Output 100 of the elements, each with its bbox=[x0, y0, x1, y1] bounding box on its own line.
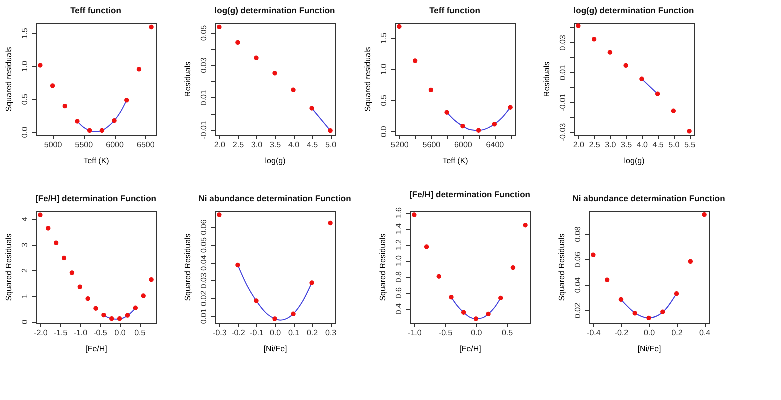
chart-title: Teff function bbox=[70, 6, 122, 16]
y-tick-label: 0.6 bbox=[394, 286, 404, 299]
y-tick-label: 1.5 bbox=[20, 28, 30, 40]
x-tick-label: 4.5 bbox=[306, 140, 319, 150]
x-tick-label: 0.4 bbox=[699, 328, 712, 338]
point bbox=[412, 58, 418, 64]
x-tick-label: 5600 bbox=[422, 140, 442, 150]
y-axis-title: Squared Residuals bbox=[558, 234, 566, 302]
x-tick-label: 6000 bbox=[454, 140, 473, 150]
x-tick-label: 2.0 bbox=[573, 140, 586, 150]
point bbox=[328, 220, 333, 226]
x-axis-title: log(g) bbox=[265, 156, 286, 166]
y-axis-title: Residuals bbox=[542, 62, 552, 98]
chart-title: Ni abundance determination Function bbox=[572, 194, 726, 204]
x-tick-label: 5200 bbox=[391, 140, 410, 150]
x-tick-label: 3.5 bbox=[270, 140, 282, 150]
point bbox=[78, 284, 82, 290]
point bbox=[486, 312, 491, 317]
x-tick-label: -0.5 bbox=[438, 328, 454, 338]
x-axis-title: Teff (K) bbox=[84, 156, 110, 166]
y-tick-label: 2 bbox=[20, 268, 30, 274]
x-tick-label: 6500 bbox=[136, 140, 156, 150]
y-tick-label: 3 bbox=[20, 242, 30, 248]
x-tick-label: -0.2 bbox=[614, 328, 630, 338]
y-axis-title: Residuals bbox=[184, 62, 192, 98]
point bbox=[75, 119, 80, 124]
point bbox=[236, 40, 240, 46]
x-tick-label: -0.5 bbox=[94, 328, 108, 338]
x-tick-label: -0.2 bbox=[232, 328, 246, 338]
x-tick-label: -1.0 bbox=[408, 328, 422, 338]
x-axis-title: log(g) bbox=[624, 156, 646, 166]
y-axis-title: Squared residuals bbox=[4, 47, 14, 112]
point bbox=[217, 24, 222, 30]
y-axis-title: Squared Residuals bbox=[4, 234, 14, 302]
y-tick-label: 0.04 bbox=[574, 276, 582, 294]
point bbox=[687, 129, 692, 134]
point bbox=[498, 296, 504, 301]
x-axis-title: Teff (K) bbox=[442, 156, 469, 166]
x-axis-title: [Fe/H] bbox=[460, 344, 482, 354]
point bbox=[149, 278, 154, 282]
point bbox=[702, 212, 707, 218]
chart-title: log(g) determination Function bbox=[214, 6, 336, 16]
x-tick-label: 3.5 bbox=[621, 140, 633, 150]
point bbox=[461, 310, 466, 315]
y-tick-label: 1.0 bbox=[20, 60, 30, 72]
point bbox=[136, 67, 142, 72]
point bbox=[102, 312, 106, 318]
y-tick-label: 0.5 bbox=[20, 93, 30, 106]
y-tick-label: 0.06 bbox=[574, 252, 582, 268]
x-tick-label: 0.5 bbox=[502, 328, 514, 338]
x-tick-label: 6000 bbox=[106, 140, 124, 150]
point bbox=[608, 50, 613, 55]
point bbox=[591, 252, 596, 258]
x-tick-label: 5500 bbox=[75, 140, 94, 150]
y-axis-title: Squared Residuals bbox=[378, 234, 388, 302]
chart-title: Teff function bbox=[430, 6, 480, 16]
x-tick-label: 3.0 bbox=[251, 140, 264, 150]
y-tick-label: 4 bbox=[20, 216, 30, 222]
point bbox=[254, 298, 259, 304]
point bbox=[291, 88, 296, 92]
point bbox=[86, 296, 90, 302]
point bbox=[50, 84, 56, 88]
x-tick-label: -0.3 bbox=[213, 328, 228, 338]
y-tick-label: 0.8 bbox=[394, 270, 404, 283]
y-tick-label: 0.08 bbox=[574, 226, 582, 242]
x-tick-label: 5000 bbox=[44, 140, 63, 150]
y-tick-label: 0.03 bbox=[200, 272, 208, 289]
point bbox=[592, 37, 597, 42]
point bbox=[54, 240, 59, 246]
point bbox=[38, 63, 43, 68]
y-tick-label: 1.0 bbox=[380, 63, 388, 76]
point bbox=[62, 104, 68, 109]
y-tick-label: 0.05 bbox=[200, 24, 208, 41]
x-tick-label: 0.0 bbox=[114, 328, 126, 338]
y-tick-label: 1.0 bbox=[394, 254, 404, 267]
chart-title: [Fe/H] determination Function bbox=[36, 194, 156, 204]
y-tick-label: 0.05 bbox=[200, 236, 208, 254]
chart-title: [Fe/H] determination Function bbox=[410, 190, 530, 200]
point bbox=[412, 212, 417, 218]
y-tick-label: 1.4 bbox=[394, 222, 404, 235]
x-tick-label: 4.0 bbox=[636, 140, 649, 150]
point bbox=[70, 270, 75, 276]
point bbox=[291, 312, 296, 316]
y-tick-label: 1.5 bbox=[380, 32, 388, 44]
x-tick-label: 0.5 bbox=[134, 328, 146, 338]
point bbox=[576, 24, 581, 28]
point bbox=[236, 262, 240, 268]
y-tick-label: 1.2 bbox=[394, 238, 404, 251]
point bbox=[149, 24, 154, 30]
point bbox=[632, 311, 638, 316]
y-axis-title: Squared Residuals bbox=[184, 234, 192, 302]
x-tick-label: 0.3 bbox=[325, 328, 338, 338]
x-tick-label: 0.2 bbox=[306, 328, 319, 338]
point bbox=[460, 124, 466, 129]
point bbox=[254, 56, 259, 60]
point bbox=[272, 316, 278, 322]
point bbox=[474, 316, 479, 322]
point bbox=[444, 110, 450, 115]
point bbox=[272, 71, 278, 76]
point bbox=[397, 24, 402, 30]
